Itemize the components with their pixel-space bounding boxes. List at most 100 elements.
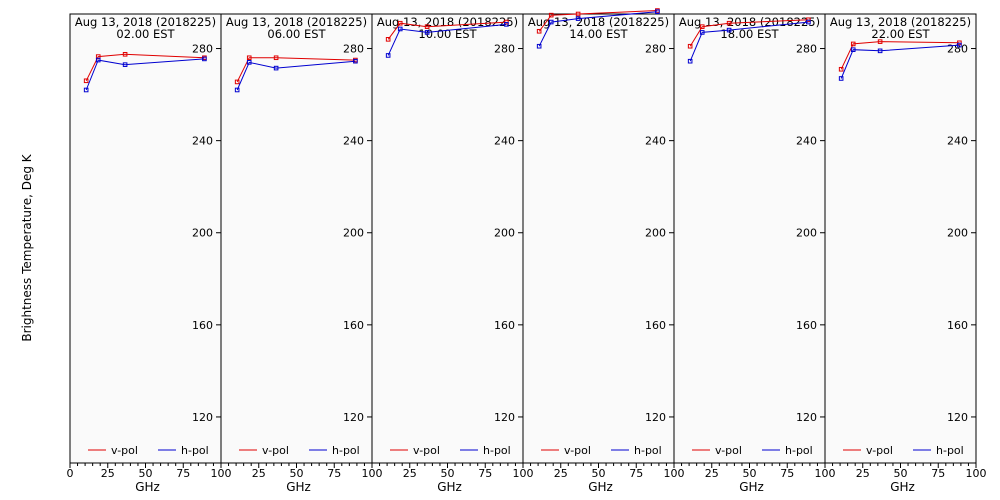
y-tick-label: 240 xyxy=(192,135,213,148)
data-point-h-pol xyxy=(655,9,660,14)
x-axis-title: GHz xyxy=(135,480,160,494)
y-tick-label: 240 xyxy=(947,135,968,148)
data-point-v-pol xyxy=(575,11,581,17)
x-tick-label: 25 xyxy=(705,467,719,480)
x-tick-label: 100 xyxy=(362,467,383,480)
y-tick-label: 160 xyxy=(494,319,515,332)
y-tick-label: 280 xyxy=(192,43,213,56)
legend-label-h-pol: h-pol xyxy=(936,444,964,457)
data-point-v-pol xyxy=(699,24,705,29)
data-point-v-pol xyxy=(877,39,883,44)
data-point-v-pol xyxy=(957,40,962,46)
y-tick-label: 200 xyxy=(192,227,213,240)
legend-label-h-pol: h-pol xyxy=(181,444,209,457)
data-point-v-pol xyxy=(536,28,542,34)
data-point-v-pol xyxy=(548,12,554,18)
x-axis-title: GHz xyxy=(890,480,915,494)
panels-group: Aug 13, 2018 (2018225)02.00 EST120160200… xyxy=(67,8,987,494)
panel-6: Aug 13, 2018 (2018225)22.00 EST 120 160 200… xyxy=(824,13,987,494)
legend-label-v-pol: v-pol xyxy=(866,444,893,457)
data-point-v-pol xyxy=(838,66,844,72)
y-tick-label: 160 xyxy=(343,319,364,332)
y-tick-label: 120 xyxy=(645,411,666,424)
y-tick-label: 200 xyxy=(947,227,968,240)
x-tick-label: 75 xyxy=(478,467,492,480)
data-point-h-pol xyxy=(424,30,430,35)
legend-label-v-pol: v-pol xyxy=(413,444,440,457)
data-point-h-pol xyxy=(726,27,732,33)
x-tick-label: 50 xyxy=(894,467,908,480)
y-tick-label: 280 xyxy=(494,43,515,56)
x-tick-label: 25 xyxy=(554,467,568,480)
x-tick-label: 25 xyxy=(101,467,115,480)
x-axis-title: GHz xyxy=(437,480,462,494)
panel-3: Aug 13, 2018 (2018225)10.00 EST 120 160 200… xyxy=(371,13,534,494)
x-axis-title: GHz xyxy=(286,480,311,494)
legend-label-v-pol: v-pol xyxy=(715,444,742,457)
x-tick-label: 100 xyxy=(211,467,232,480)
x-tick-label: 100 xyxy=(966,467,987,480)
series-line-h-pol xyxy=(236,60,356,91)
legend-label-h-pol: h-pol xyxy=(634,444,662,457)
y-tick-label: 160 xyxy=(947,319,968,332)
data-point-h-pol xyxy=(838,76,844,81)
data-point-h-pol xyxy=(122,62,128,67)
legend-label-h-pol: h-pol xyxy=(483,444,511,457)
data-point-v-pol xyxy=(234,79,240,85)
y-tick-label: 120 xyxy=(947,411,968,424)
panel-frame xyxy=(673,13,826,464)
data-point-v-pol xyxy=(424,24,430,29)
x-tick-label: 50 xyxy=(441,467,455,480)
x-tick-label: 100 xyxy=(815,467,836,480)
data-point-h-pol xyxy=(397,26,403,32)
data-point-h-pol xyxy=(536,43,542,49)
data-point-h-pol xyxy=(353,58,358,64)
y-tick-label: 120 xyxy=(796,411,817,424)
y-tick-label: 280 xyxy=(343,43,364,56)
data-point-h-pol xyxy=(699,30,705,35)
panel-title-line2: 18.00 EST xyxy=(720,27,779,41)
legend-label-v-pol: v-pol xyxy=(564,444,591,457)
x-tick-label: 50 xyxy=(290,467,304,480)
series-line-h-pol xyxy=(85,58,205,91)
panel-title-line2: 10.00 EST xyxy=(418,27,477,41)
panel-title-line1: Aug 13, 2018 (2018225) xyxy=(830,15,971,29)
panel-5: Aug 13, 2018 (2018225)18.00 EST120160200… xyxy=(673,13,836,494)
y-tick-label: 240 xyxy=(343,135,364,148)
series-line-v-pol xyxy=(689,19,809,47)
legend-label-h-pol: h-pol xyxy=(785,444,813,457)
series-line-v-pol xyxy=(387,21,507,40)
panel-frame xyxy=(522,13,675,464)
y-tick-label: 280 xyxy=(796,43,817,56)
legend-label-v-pol: v-pol xyxy=(262,444,289,457)
panel-frame xyxy=(824,13,977,464)
x-axis-title: GHz xyxy=(739,480,764,494)
series-line-v-pol xyxy=(840,41,960,70)
data-point-v-pol xyxy=(850,41,856,47)
series-line-v-pol xyxy=(85,53,205,82)
y-axis-title: Brightness Temperature, Deg K xyxy=(20,153,34,341)
data-point-h-pol xyxy=(957,42,962,48)
panel-frame xyxy=(69,13,222,464)
panel-2: Aug 13, 2018 (2018225)06.00 EST 120 160 200… xyxy=(220,13,383,494)
panel-title-line2: 14.00 EST xyxy=(569,27,628,41)
data-point-v-pol xyxy=(504,19,509,25)
x-tick-label: 50 xyxy=(592,467,606,480)
x-tick-label: 75 xyxy=(780,467,794,480)
panel-title-line2: 22.00 EST xyxy=(871,27,930,41)
x-tick-label: 25 xyxy=(856,467,870,480)
y-tick-label: 200 xyxy=(645,227,666,240)
y-tick-label: 120 xyxy=(494,411,515,424)
data-point-h-pol xyxy=(877,48,883,54)
legend-label-h-pol: h-pol xyxy=(332,444,360,457)
x-tick-label: 0 xyxy=(67,467,74,480)
x-tick-label: 25 xyxy=(403,467,417,480)
data-point-v-pol xyxy=(687,43,693,49)
data-point-v-pol xyxy=(806,17,811,23)
data-point-h-pol xyxy=(687,58,693,64)
data-point-h-pol xyxy=(95,57,101,63)
y-tick-label: 120 xyxy=(343,411,364,424)
x-tick-label: 75 xyxy=(629,467,643,480)
data-point-v-pol xyxy=(122,51,128,57)
panel-title-line1: Aug 13, 2018 (2018225) xyxy=(75,15,216,29)
